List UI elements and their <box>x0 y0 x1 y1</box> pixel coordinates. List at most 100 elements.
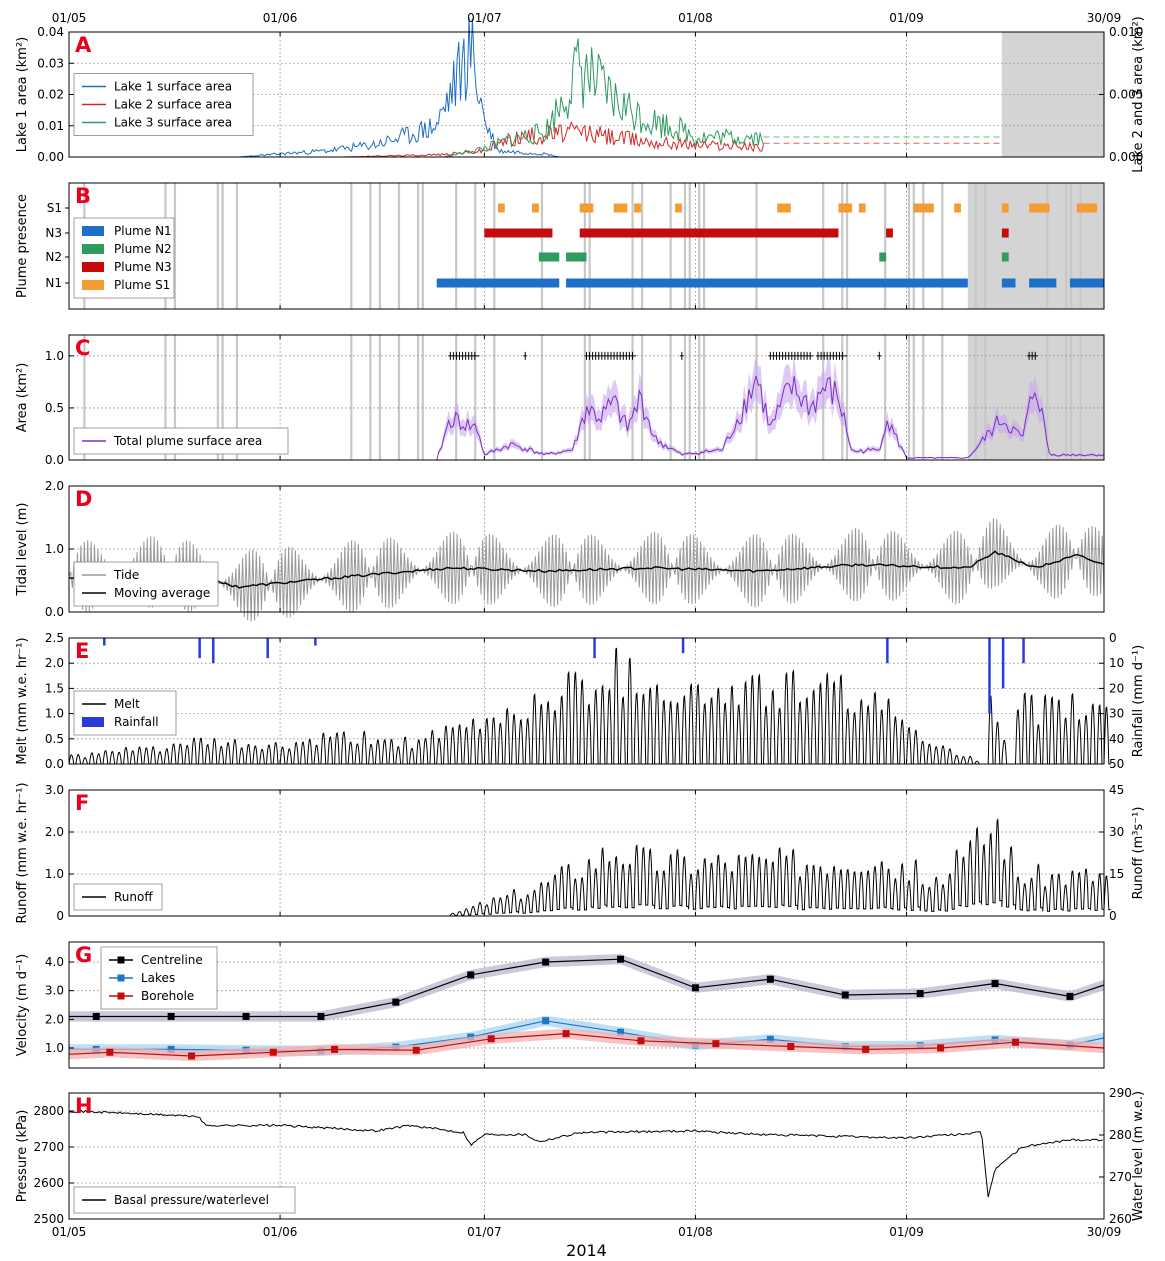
plume-bar <box>532 203 539 213</box>
data-gap-stripe <box>416 335 420 460</box>
panel-a: 0.000.010.020.030.040.0000.0050.010Lake … <box>15 16 1146 172</box>
rainfall-bar <box>1001 638 1005 689</box>
data-gap-stripe <box>588 183 591 309</box>
y-tick-label: 2.0 <box>45 479 64 493</box>
rainfall-bar <box>314 638 317 646</box>
data-gap-stripe <box>1079 183 1082 309</box>
legend-label: Plume N1 <box>114 224 172 238</box>
data-gap-stripe <box>173 335 177 460</box>
velocity-marker <box>1011 1038 1019 1046</box>
velocity-marker <box>787 1043 795 1051</box>
panel-letter: A <box>75 33 92 57</box>
series-line-average <box>68 550 1105 589</box>
data-gap-stripe <box>235 335 239 460</box>
velocity-marker <box>188 1052 196 1060</box>
plume-bar <box>1001 203 1009 213</box>
data-gap-stripe <box>907 335 911 460</box>
data-gap-stripe <box>421 183 424 309</box>
panel-d: 0.0 1.0 2.0 Tidal level (m) D Tide Moving aver… <box>15 479 1105 622</box>
y-tick-label: 4.0 <box>45 955 64 969</box>
velocity-marker <box>331 1045 339 1053</box>
data-gap-stripe <box>583 335 586 460</box>
data-gap-stripe <box>698 183 701 309</box>
y-tick-label: N3 <box>45 226 62 240</box>
y-tick-label: 2600 <box>33 1176 64 1190</box>
y-axis-label-right: Runoff (m³s⁻¹) <box>1131 807 1146 900</box>
series-line-0 <box>69 1109 1103 1198</box>
velocity-marker <box>392 998 400 1006</box>
y-tick-label: 0.04 <box>37 25 64 39</box>
rainfall-bar <box>681 638 685 654</box>
legend-label: Rainfall <box>114 715 159 729</box>
data-gap-stripe <box>702 335 706 460</box>
legend-marker <box>117 974 125 982</box>
data-gap-stripe <box>912 335 915 460</box>
x-tick-label-top: 01/08 <box>678 11 713 25</box>
data-gap-stripe <box>1079 335 1082 460</box>
plume-bar <box>858 203 866 213</box>
plume-bar <box>436 278 560 288</box>
data-gap-stripe <box>350 335 353 460</box>
velocity-band-0 <box>69 954 1104 1022</box>
data-gap-stripe <box>216 335 219 460</box>
y-tick-label: 0.0 <box>45 757 64 771</box>
panel-letter: E <box>75 639 89 663</box>
data-gap-stripe <box>984 335 987 460</box>
velocity-marker <box>562 1030 570 1038</box>
y-tick-label: 0.0 <box>45 605 64 619</box>
y-tick-label: 0.03 <box>37 56 64 70</box>
data-gap-stripe <box>493 335 496 460</box>
data-gap-stripe <box>984 183 987 309</box>
x-tick-label-bottom: 01/06 <box>263 1225 298 1239</box>
velocity-marker <box>766 975 774 983</box>
data-gap-stripe <box>221 183 224 309</box>
plume-bar <box>1001 278 1016 288</box>
plume-bar <box>1001 252 1009 262</box>
y-axis-label: Lake 1 area (km²) <box>15 37 30 152</box>
y-axis-label: Velocity (m d⁻¹) <box>15 954 30 1056</box>
data-gap-stripe <box>640 183 644 309</box>
data-gap-stripe <box>369 335 372 460</box>
rainfall-bar <box>886 638 889 664</box>
x-tick-label-bottom: 01/05 <box>52 1225 87 1239</box>
plume-bar <box>1029 278 1057 288</box>
data-gap-stripe <box>583 183 586 309</box>
y-tick-label: 0.00 <box>37 150 64 164</box>
data-gap-stripe <box>907 183 911 309</box>
data-gap-stripe <box>455 335 458 460</box>
plume-bar <box>484 228 553 238</box>
y-tick-label: 3.0 <box>45 783 64 797</box>
y-tick-label-right: 0.010 <box>1109 25 1143 39</box>
y-tick-label-right: 20 <box>1109 681 1124 695</box>
y-tick-label-right: 290 <box>1109 1086 1132 1100</box>
legend-label: Lake 2 surface area <box>114 98 232 112</box>
y-tick-label: N2 <box>45 250 62 264</box>
legend-label: Lake 1 surface area <box>114 80 232 94</box>
legend-label: Centreline <box>141 953 203 967</box>
axes-frame <box>68 941 1105 1069</box>
y-tick-label-right: 270 <box>1109 1170 1132 1184</box>
y-tick-label: 0 <box>56 909 64 923</box>
series-line-2 <box>443 38 764 158</box>
velocity-marker <box>92 1012 100 1020</box>
legend-swatch <box>82 280 104 290</box>
plume-bar <box>675 203 682 213</box>
x-tick-label-top: 01/06 <box>263 11 298 25</box>
data-gap-stripe <box>588 335 591 460</box>
y-axis-label: Melt (mm w.e. hr⁻¹) <box>15 637 30 764</box>
y-axis-label-right: Water level (m w.e.) <box>1131 1091 1146 1221</box>
plume-bar <box>497 203 505 213</box>
data-gap-stripe <box>845 335 849 460</box>
data-gap-stripe <box>83 335 86 460</box>
plume-bar <box>566 278 968 288</box>
data-gap-stripe <box>683 335 687 460</box>
data-gap-stripe <box>922 335 925 460</box>
x-tick-label-top: 30/09 <box>1087 11 1122 25</box>
legend-label: Plume N2 <box>114 242 172 256</box>
rainfall-bar <box>211 638 215 664</box>
data-gap-stripe <box>1065 335 1068 460</box>
data-gap-stripe <box>164 335 167 460</box>
data-gap-stripe <box>669 335 672 460</box>
y-tick-label: 2.0 <box>45 825 64 839</box>
